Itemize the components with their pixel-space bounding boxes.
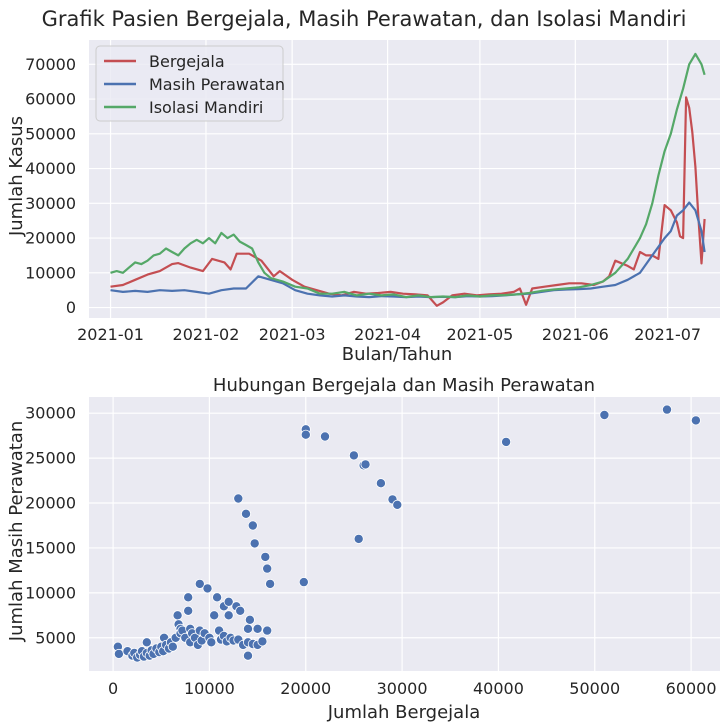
line-chart-y-tick-label: 50000 — [25, 124, 76, 143]
scatter-point — [183, 592, 194, 603]
scatter-x-tick-label: 60000 — [666, 679, 717, 698]
scatter-chart-points — [112, 404, 701, 663]
scatter-point — [167, 641, 178, 652]
scatter-point — [662, 404, 673, 415]
scatter-point — [233, 493, 244, 504]
scatter-chart-plot-area — [89, 397, 720, 671]
scatter-point — [348, 450, 359, 461]
line-chart-y-tick-label: 0 — [66, 298, 76, 317]
scatter-point — [262, 563, 273, 574]
line-chart-y-tick-label: 70000 — [25, 55, 76, 74]
scatter-point — [262, 625, 273, 636]
line-chart-y-axis-label: Jumlah Kasus — [6, 116, 27, 237]
scatter-point — [319, 431, 330, 442]
scatter-x-tick-label: 20000 — [280, 679, 331, 698]
legend-box — [95, 45, 284, 122]
scatter-point — [265, 578, 276, 589]
scatter-point — [212, 592, 223, 603]
line-chart-x-tick-label: 2021-01 — [77, 325, 144, 344]
scatter-point — [194, 578, 205, 589]
scatter-point — [360, 459, 371, 470]
scatter-y-tick-label: 25000 — [25, 449, 76, 468]
scatter-point — [392, 499, 403, 510]
line-chart-y-tick-label: 20000 — [25, 229, 76, 248]
scatter-point — [501, 436, 512, 447]
line-chart-x-tick-label: 2021-05 — [446, 325, 513, 344]
line-chart-x-tick-label: 2021-03 — [259, 325, 326, 344]
scatter-point — [298, 577, 309, 588]
scatter-x-tick-label: 0 — [108, 679, 118, 698]
legend-label-bergejala: Bergejala — [149, 52, 225, 71]
line-chart-y-tick-label: 60000 — [25, 90, 76, 109]
scatter-chart-y-ticks: 5000 10000 15000 20000 25000 30000 — [25, 404, 76, 648]
scatter-point — [240, 508, 251, 519]
scatter-y-tick-label: 5000 — [35, 628, 76, 647]
scatter-point — [209, 610, 220, 621]
scatter-point — [599, 409, 610, 420]
line-chart-x-tick-label: 2021-04 — [354, 325, 421, 344]
scatter-point — [260, 551, 271, 562]
scatter-point — [353, 533, 364, 544]
line-chart-y-tick-label: 10000 — [25, 263, 76, 282]
line-chart-y-tick-label: 40000 — [25, 159, 76, 178]
scatter-x-tick-label: 50000 — [569, 679, 620, 698]
scatter-point — [300, 429, 311, 440]
line-chart-x-ticks: 2021-01 2021-02 2021-03 2021-04 2021-05 2021-… — [77, 325, 701, 344]
scatter-chart-x-axis-label: Jumlah Bergejala — [327, 702, 480, 723]
line-chart-legend: Bergejala Masih Perawatan Isolasi Mandiri — [95, 45, 285, 122]
line-series-bergejala — [110, 96, 706, 307]
scatter-chart-x-ticks: 0 10000 20000 30000 40000 50000 60000 — [108, 679, 717, 698]
scatter-point — [247, 520, 258, 531]
line-chart-x-tick-label: 2021-06 — [542, 325, 609, 344]
scatter-y-tick-label: 10000 — [25, 583, 76, 602]
line-series-isolasi-mandiri — [110, 52, 706, 299]
line-chart-x-axis-label: Bulan/Tahun — [342, 344, 453, 365]
line-chart-y-ticks: 0 10000 20000 30000 40000 50000 60000 70000 — [25, 55, 76, 317]
scatter-point — [690, 415, 701, 426]
scatter-chart-grid — [89, 397, 720, 671]
scatter-point — [183, 605, 194, 616]
legend-label-isolasi-mandiri: Isolasi Mandiri — [149, 98, 263, 117]
scatter-point — [252, 623, 263, 634]
line-chart-x-tick-label: 2021-02 — [173, 325, 240, 344]
scatter-point — [202, 583, 213, 594]
scatter-point — [242, 623, 253, 634]
scatter-chart-y-axis-label: Jumlah Masih Perawatan — [6, 421, 27, 642]
scatter-x-tick-label: 40000 — [473, 679, 524, 698]
scatter-point — [113, 648, 124, 659]
scatter-x-tick-label: 30000 — [377, 679, 428, 698]
scatter-point — [235, 605, 246, 616]
scatter-point — [244, 614, 255, 625]
scatter-point — [223, 596, 234, 607]
scatter-chart: Hubungan Bergejala dan Masih Perawatan 0… — [6, 375, 720, 723]
scatter-point — [141, 637, 152, 648]
line-chart-series — [110, 52, 706, 307]
scatter-point — [257, 636, 268, 647]
scatter-point — [172, 610, 183, 621]
scatter-point — [375, 478, 386, 489]
line-chart: 2021-01 2021-02 2021-03 2021-04 2021-05 2021-… — [6, 40, 720, 365]
scatter-y-tick-label: 30000 — [25, 404, 76, 423]
line-chart-x-tick-label: 2021-07 — [634, 325, 701, 344]
scatter-point — [206, 637, 217, 648]
scatter-chart-title: Hubungan Bergejala dan Masih Perawatan — [213, 375, 595, 396]
scatter-point — [249, 538, 260, 549]
scatter-y-tick-label: 15000 — [25, 538, 76, 557]
line-chart-grid — [89, 40, 720, 318]
scatter-y-tick-label: 20000 — [25, 494, 76, 513]
figure-title: Grafik Pasien Bergejala, Masih Perawatan… — [42, 7, 687, 31]
scatter-x-tick-label: 10000 — [184, 679, 235, 698]
scatter-point — [242, 650, 253, 661]
scatter-point — [223, 610, 234, 621]
legend-label-masih-perawatan: Masih Perawatan — [149, 75, 285, 94]
line-chart-y-tick-label: 30000 — [25, 194, 76, 213]
